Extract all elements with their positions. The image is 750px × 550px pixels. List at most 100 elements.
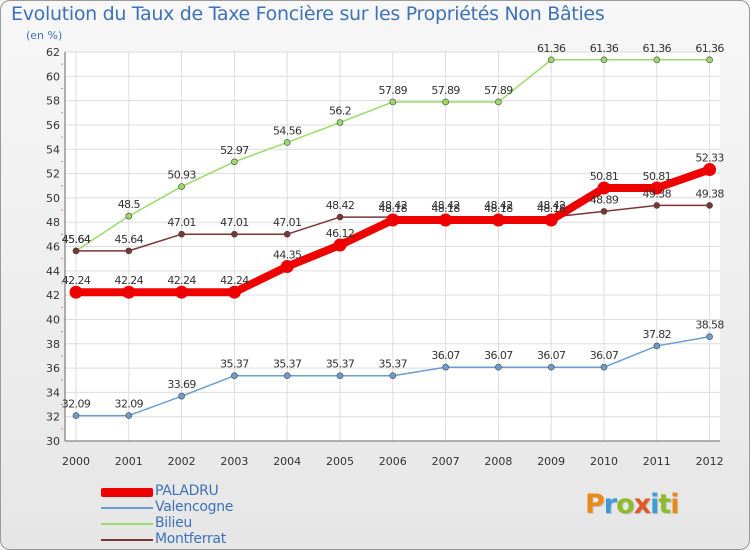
data-label-montferrat: 48.42 <box>537 199 566 212</box>
data-point-bilieu <box>389 98 397 106</box>
data-label-montferrat: 48.42 <box>484 199 513 212</box>
data-label-paladru: 42.24 <box>115 274 144 287</box>
data-label-montferrat: 48.42 <box>431 199 460 212</box>
x-tick-label: 2008 <box>484 455 512 468</box>
logo-letter: o <box>616 489 635 520</box>
legend-label-bilieu: Bilieu <box>155 515 192 531</box>
data-label-paladru: 44.35 <box>273 249 302 262</box>
data-label-paladru: 48.18 <box>431 202 460 215</box>
data-point-paladru <box>703 163 717 177</box>
data-point-bilieu <box>706 56 713 64</box>
data-point-paladru <box>597 181 611 195</box>
data-label-bilieu: 50.93 <box>167 169 196 182</box>
data-label-paladru: 42.24 <box>220 274 249 287</box>
x-tick-label: 2005 <box>326 455 354 468</box>
data-label-paladru: 46.12 <box>326 227 355 240</box>
data-point-montferrat <box>706 202 713 209</box>
data-label-bilieu: 57.89 <box>484 84 513 97</box>
y-tick-label: 54 <box>46 143 60 156</box>
legend-swatch-bilieu <box>101 523 153 525</box>
data-label-bilieu: 61.36 <box>537 42 566 55</box>
data-label-valencogne: 36.07 <box>484 349 513 362</box>
data-label-bilieu: 45.64 <box>62 233 91 246</box>
data-point-valencogne <box>495 363 502 371</box>
data-point-montferrat <box>653 202 661 209</box>
data-label-montferrat: 45.64 <box>62 233 91 246</box>
chart-title: Evolution du Taux de Taxe Foncière sur l… <box>11 3 605 25</box>
data-label-valencogne: 36.07 <box>431 349 460 362</box>
logo-letter: i <box>650 489 659 520</box>
data-point-valencogne <box>653 342 661 350</box>
data-point-paladru <box>491 213 505 227</box>
data-point-paladru <box>122 285 136 299</box>
data-label-paladru: 42.24 <box>62 274 91 287</box>
data-label-montferrat: 49.38 <box>643 187 672 200</box>
logo-letter: t <box>658 489 671 520</box>
data-point-montferrat <box>231 230 238 238</box>
y-tick-label: 34 <box>46 386 60 399</box>
y-tick-label: 32 <box>46 411 60 424</box>
data-label-montferrat: 48.42 <box>326 199 355 212</box>
data-point-montferrat <box>600 208 608 215</box>
x-tick-label: 2011 <box>643 455 671 468</box>
data-point-bilieu <box>231 158 238 166</box>
data-label-montferrat: 47.01 <box>220 216 249 229</box>
data-point-valencogne <box>125 412 133 419</box>
legend-swatch-montferrat <box>101 539 153 541</box>
logo-letter: x <box>633 489 651 520</box>
data-point-valencogne <box>231 372 238 380</box>
proxiti-logo: Proxiti <box>585 489 680 520</box>
data-label-montferrat: 47.01 <box>167 216 196 229</box>
legend-swatch-valencogne <box>101 507 153 509</box>
data-point-paladru <box>386 213 400 227</box>
legend-label-paladru: PALADRU <box>155 483 219 499</box>
y-tick-label: 50 <box>46 192 60 205</box>
data-point-bilieu <box>125 212 133 220</box>
data-point-valencogne <box>547 363 555 371</box>
x-tick-label: 2001 <box>115 455 143 468</box>
data-point-bilieu <box>547 56 555 64</box>
data-label-valencogne: 35.37 <box>220 358 249 371</box>
x-tick-label: 2007 <box>432 455 460 468</box>
data-label-paladru: 50.81 <box>590 170 619 183</box>
data-label-paladru: 42.24 <box>167 274 196 287</box>
legend-label-montferrat: Montferrat <box>155 531 226 547</box>
logo-letter: P <box>585 489 605 520</box>
data-point-valencogne <box>178 392 185 400</box>
data-point-bilieu <box>442 98 449 106</box>
data-point-montferrat <box>178 230 185 238</box>
data-label-paladru: 48.18 <box>537 202 566 215</box>
data-point-montferrat <box>283 230 291 238</box>
data-label-bilieu: 48.5 <box>118 198 141 211</box>
data-label-paladru: 48.18 <box>484 202 513 215</box>
y-tick-label: 40 <box>46 313 60 326</box>
data-point-valencogne <box>336 372 344 380</box>
data-point-bilieu <box>495 98 502 106</box>
x-tick-label: 2002 <box>168 455 196 468</box>
y-tick-label: 58 <box>46 95 60 108</box>
y-tick-label: 42 <box>46 289 60 302</box>
y-tick-label: 60 <box>46 70 60 83</box>
data-label-valencogne: 35.37 <box>326 358 355 371</box>
x-tick-label: 2010 <box>590 455 618 468</box>
data-point-bilieu <box>653 56 661 64</box>
data-label-bilieu: 57.89 <box>431 84 460 97</box>
data-label-valencogne: 32.09 <box>62 398 91 411</box>
data-label-valencogne: 35.37 <box>273 358 302 371</box>
x-tick-label: 2004 <box>273 455 301 468</box>
y-tick-label: 38 <box>46 338 60 351</box>
data-point-montferrat <box>72 247 80 255</box>
logo-letter: i <box>670 489 679 520</box>
y-tick-label: 30 <box>46 435 60 448</box>
legend-label-valencogne: Valencogne <box>155 499 234 515</box>
data-point-montferrat <box>125 247 133 255</box>
data-label-valencogne: 36.07 <box>590 349 619 362</box>
data-point-montferrat <box>336 213 344 221</box>
data-label-paladru: 48.18 <box>379 202 408 215</box>
data-label-bilieu: 52.97 <box>220 144 249 157</box>
data-point-bilieu <box>336 119 344 126</box>
data-point-bilieu <box>600 56 608 64</box>
x-tick-label: 2003 <box>220 455 248 468</box>
data-label-bilieu: 57.89 <box>379 84 408 97</box>
